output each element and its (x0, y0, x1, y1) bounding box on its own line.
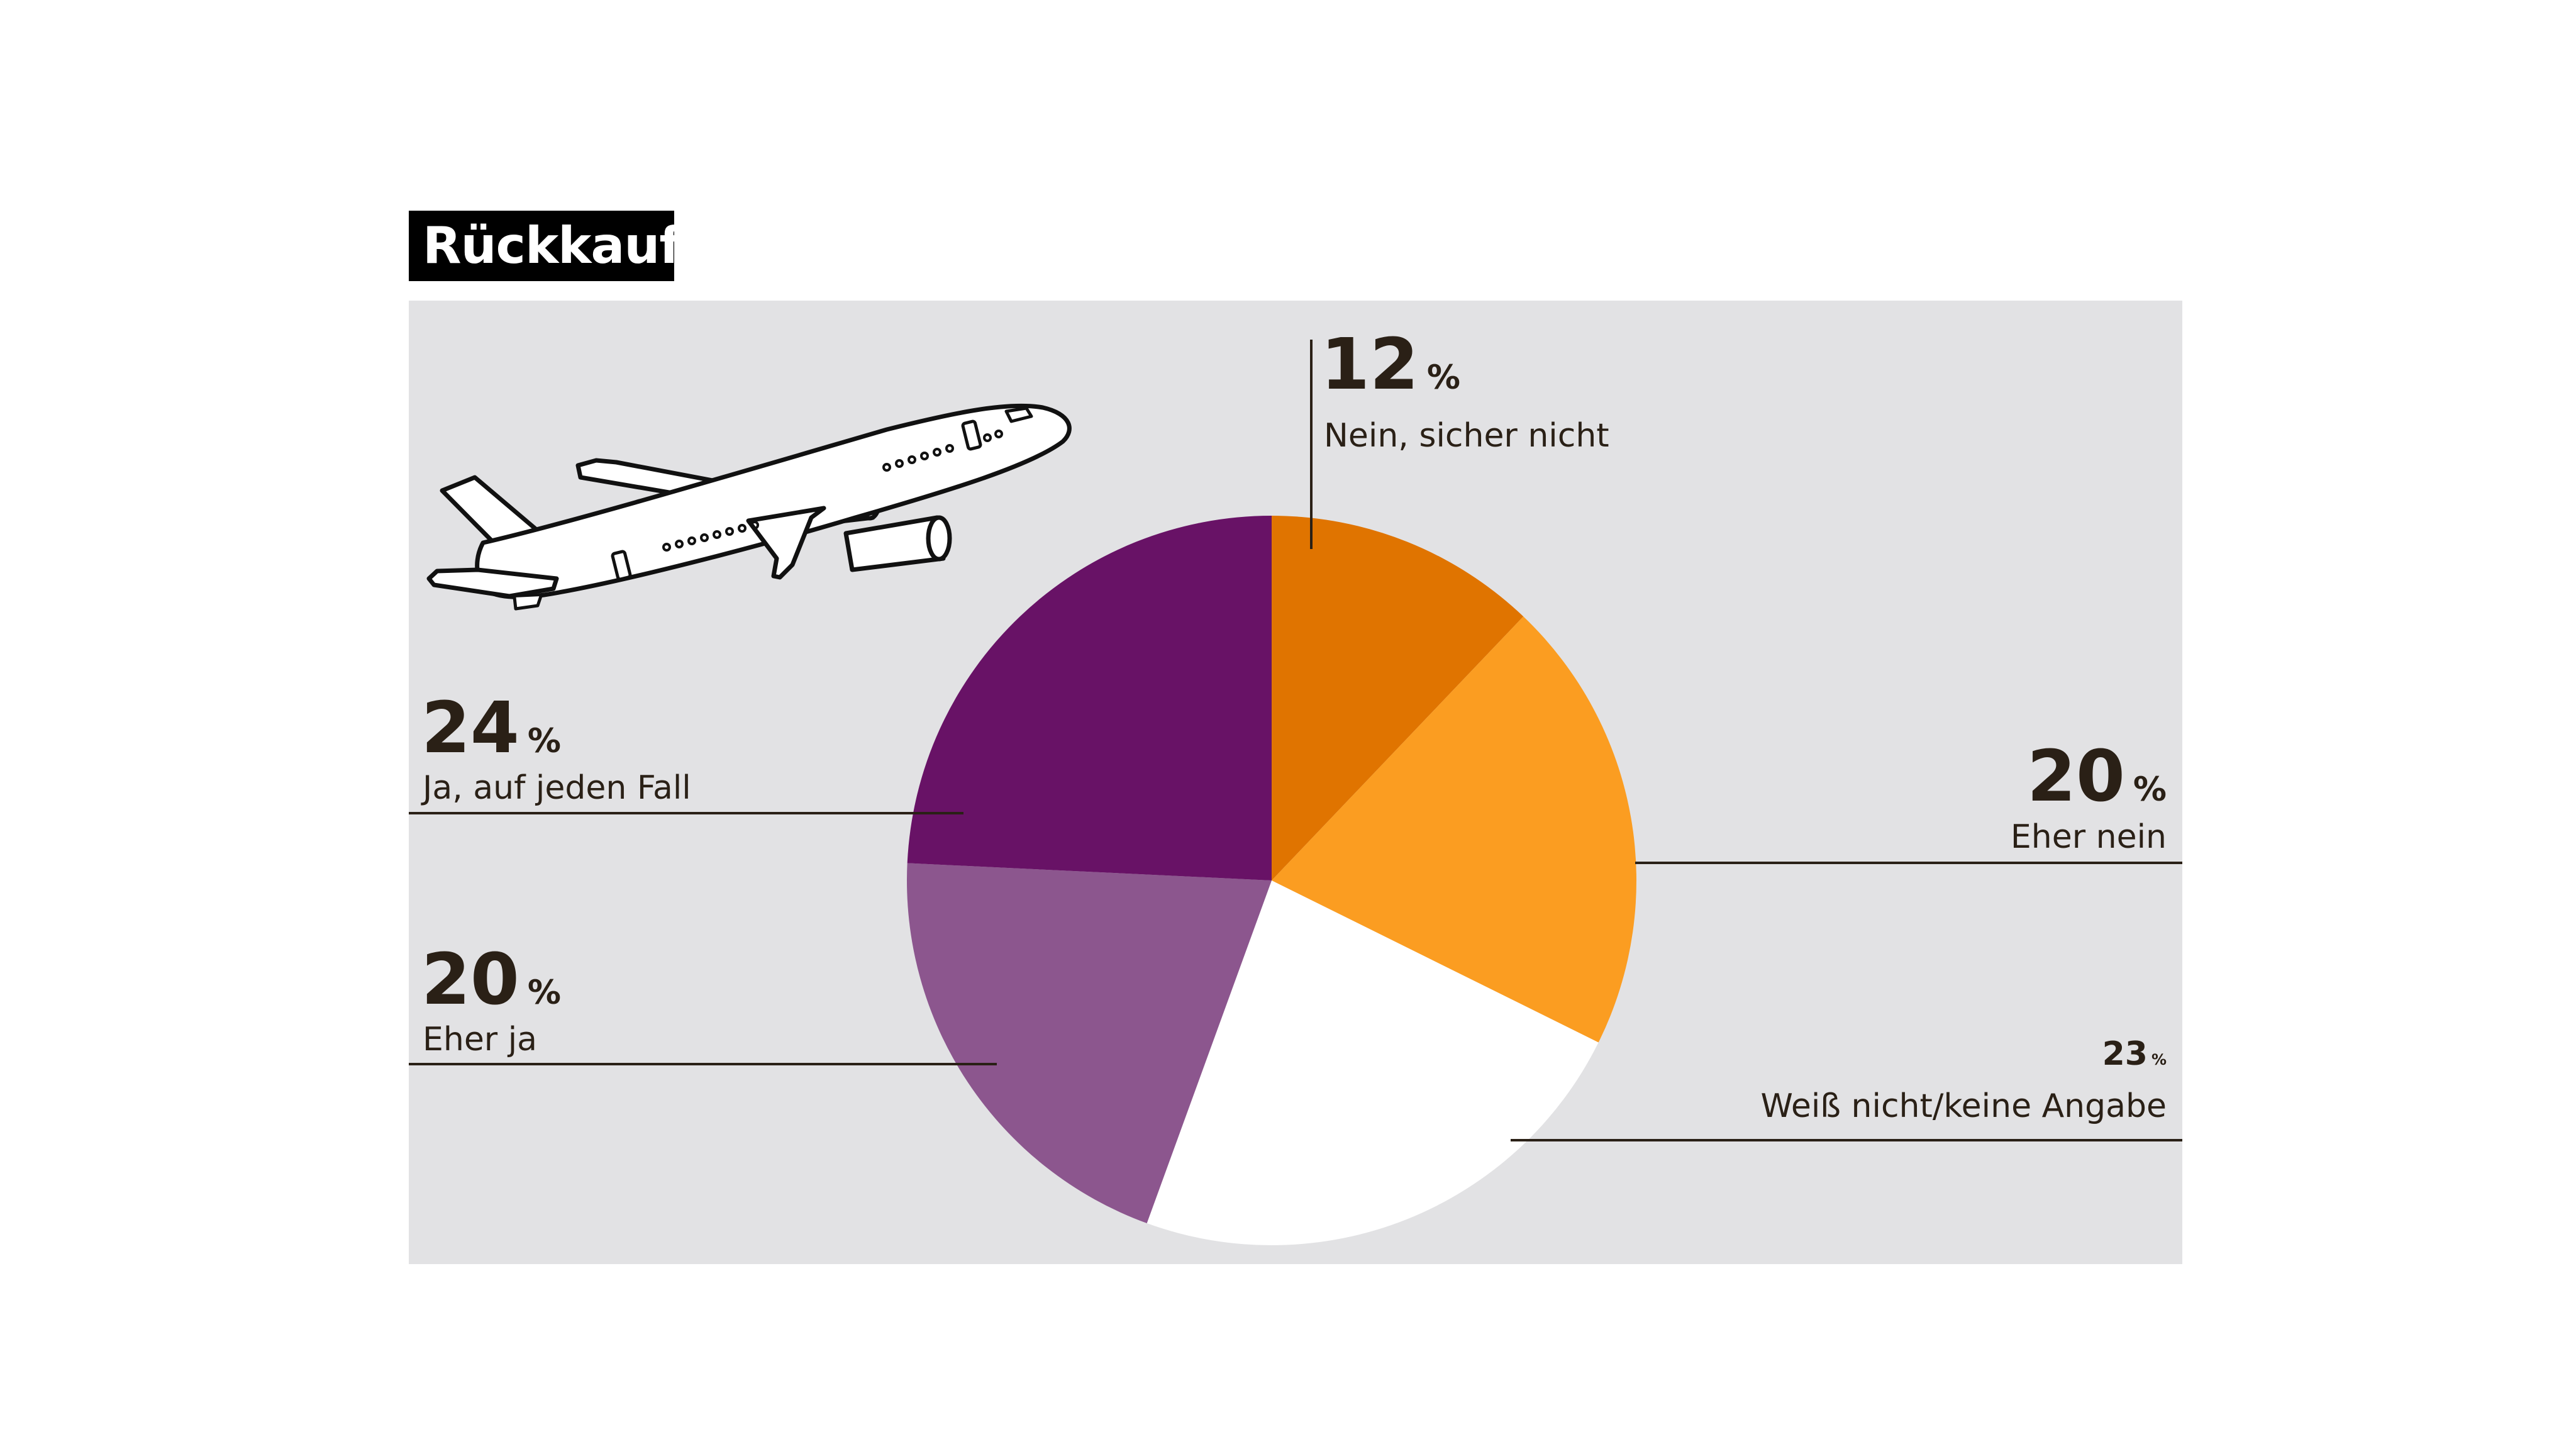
category-label-1: Eher nein (2011, 818, 2167, 856)
value-number-2: 23 (2102, 1035, 2148, 1073)
value-label-0: 12% (1321, 324, 1460, 406)
pie-slice-3 (907, 863, 1272, 1224)
value-number-4: 24 (421, 687, 519, 769)
value-unit-1: % (2133, 770, 2167, 809)
value-label-2: 23% (2102, 1035, 2167, 1073)
value-number-0: 12 (1321, 324, 1419, 406)
chart-title: Rückkauf (423, 216, 681, 275)
chart-panel: 12% Nein, sicher nicht 20% Eher nein 23% Weiß… (409, 301, 2182, 1264)
value-unit-0: % (1427, 358, 1460, 397)
category-label-0: Nein, sicher nicht (1324, 417, 1609, 455)
value-number-3: 20 (421, 939, 519, 1021)
title-box: Rückkauf (409, 211, 681, 281)
pie-slice-1 (1272, 616, 1636, 1043)
pie-slice-0 (1272, 516, 1524, 880)
value-label-1: 20% (2027, 736, 2167, 818)
value-label-3: 20% (421, 939, 561, 1021)
value-number-1: 20 (2027, 736, 2125, 818)
value-unit-4: % (528, 722, 561, 760)
category-label-4: Ja, auf jeden Fall (421, 769, 691, 807)
category-label-3: Eher ja (423, 1021, 537, 1058)
airplane-icon (426, 403, 1072, 611)
value-unit-3: % (528, 974, 561, 1012)
value-unit-2: % (2151, 1051, 2167, 1069)
pie-slice-4 (907, 516, 1272, 880)
value-label-4: 24% (421, 687, 561, 769)
category-label-2: Weiß nicht/keine Angabe (1760, 1087, 2167, 1125)
pie-slice-2 (1146, 880, 1599, 1245)
